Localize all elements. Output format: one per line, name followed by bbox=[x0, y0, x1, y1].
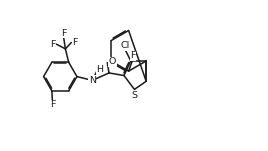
Text: F: F bbox=[50, 40, 55, 49]
Text: O: O bbox=[109, 57, 116, 66]
Text: F: F bbox=[61, 29, 67, 38]
Text: N: N bbox=[89, 76, 96, 85]
Text: S: S bbox=[131, 91, 137, 100]
Text: F: F bbox=[50, 100, 55, 109]
Text: F: F bbox=[73, 38, 78, 47]
Text: F: F bbox=[131, 51, 136, 60]
Text: Cl: Cl bbox=[120, 41, 130, 50]
Text: H: H bbox=[96, 65, 103, 74]
